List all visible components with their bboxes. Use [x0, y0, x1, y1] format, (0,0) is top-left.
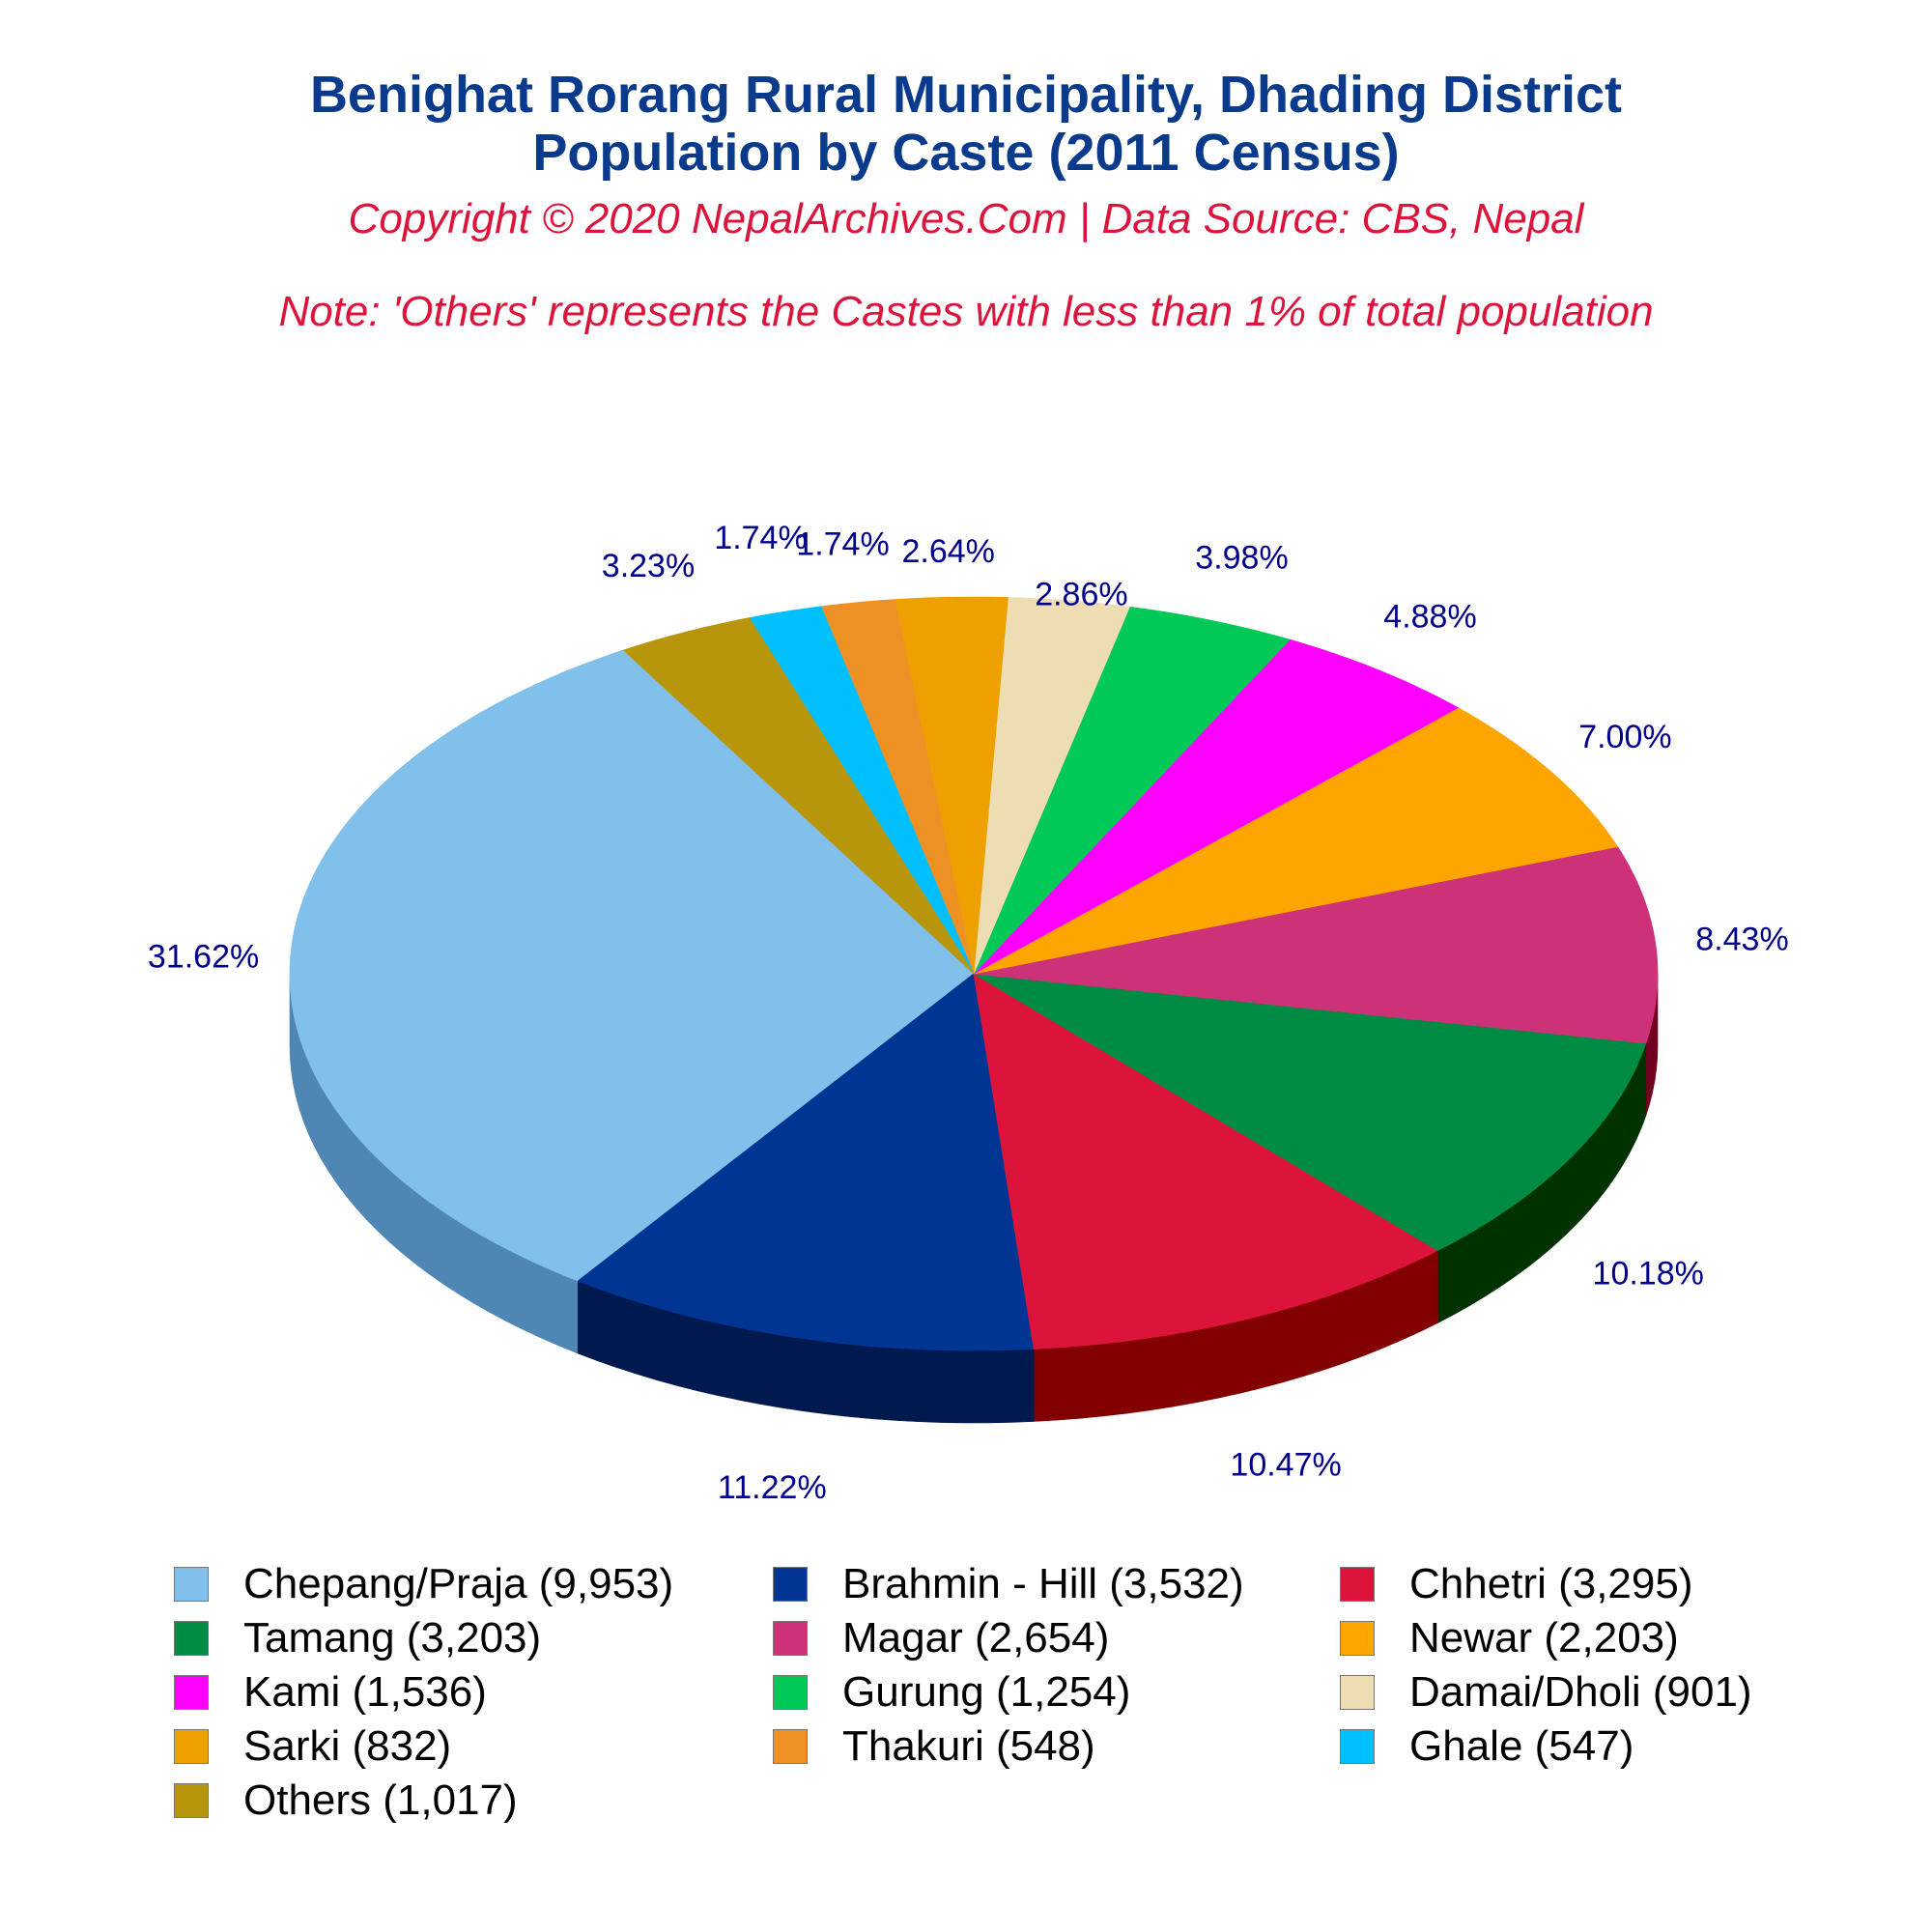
legend-item: Tamang (3,203) — [174, 1611, 541, 1665]
pie-slice-others — [622, 617, 975, 975]
pie-label-kami: 4.88% — [1383, 598, 1476, 635]
legend-item: Damai/Dholi (901) — [1340, 1665, 1752, 1719]
legend-label: Thakuri (548) — [842, 1722, 1095, 1770]
legend-item: Chhetri (3,295) — [1340, 1557, 1692, 1611]
legend-label: Sarki (832) — [243, 1722, 452, 1770]
legend-swatch — [174, 1621, 209, 1656]
legend-swatch — [1340, 1675, 1375, 1710]
pie-slice-damai-dholi — [973, 597, 1130, 975]
pie-slice-chhetri — [973, 973, 1439, 1350]
pie-label-gurung: 3.98% — [1195, 540, 1288, 577]
pie-slice-newar — [973, 707, 1619, 975]
pie-label-newar: 7.00% — [1578, 719, 1671, 755]
legend-item: Gurung (1,254) — [773, 1665, 1130, 1719]
legend-swatch — [773, 1567, 808, 1602]
legend-label: Newar (2,203) — [1409, 1614, 1679, 1662]
pie-slice-thakuri — [820, 599, 975, 975]
pie-label-chepang-praja: 31.62% — [148, 939, 259, 976]
pie-label-tamang: 10.18% — [1593, 1256, 1704, 1293]
legend-item: Newar (2,203) — [1340, 1611, 1679, 1665]
pie-slice-ghale — [748, 606, 975, 975]
note-text: Note: 'Others' represents the Castes wit… — [278, 288, 1654, 335]
chart-title-line1: Benighat Rorang Rural Municipality, Dhad… — [309, 66, 1623, 124]
legend-swatch — [773, 1729, 808, 1764]
pie-label-chhetri: 10.47% — [1230, 1447, 1341, 1484]
legend-label: Chhetri (3,295) — [1409, 1560, 1693, 1607]
legend-swatch — [1340, 1729, 1375, 1764]
chart-title-line2: Population by Caste (2011 Census) — [532, 124, 1400, 182]
copyright-text: Copyright © 2020 NepalArchives.Com | Dat… — [348, 195, 1584, 242]
legend-label: Tamang (3,203) — [243, 1614, 542, 1662]
legend-item: Kami (1,536) — [174, 1665, 487, 1719]
legend-label: Magar (2,654) — [842, 1614, 1110, 1662]
pie-label-brahmin-hill: 11.22% — [718, 1469, 827, 1506]
legend-item: Thakuri (548) — [773, 1719, 1095, 1774]
pie-label-ghale: 1.74% — [714, 520, 807, 556]
legend-label: Gurung (1,254) — [842, 1668, 1131, 1716]
pie-label-magar: 8.43% — [1695, 922, 1788, 958]
legend-item: Others (1,017) — [174, 1774, 518, 1828]
legend-label: Damai/Dholi (901) — [1409, 1668, 1752, 1716]
legend-label: Others (1,017) — [243, 1776, 518, 1824]
legend-swatch — [773, 1621, 808, 1656]
legend-item: Chepang/Praja (9,953) — [174, 1557, 673, 1611]
legend-label: Kami (1,536) — [243, 1668, 487, 1716]
legend-item: Ghale (547) — [1340, 1719, 1634, 1774]
pie-slice-brahmin-hill — [577, 973, 1035, 1351]
pie-label-thakuri: 1.74% — [796, 526, 889, 563]
legend-swatch — [174, 1567, 209, 1602]
legend-label: Brahmin - Hill (3,532) — [842, 1560, 1244, 1607]
pie-slice-magar — [973, 845, 1659, 1044]
pie-slice-sarki — [894, 596, 1009, 975]
pie-slice-chepang-praja — [289, 649, 975, 1282]
legend-swatch — [1340, 1567, 1375, 1602]
legend-item: Sarki (832) — [174, 1719, 451, 1774]
legend-item: Brahmin - Hill (3,532) — [773, 1557, 1244, 1611]
pie-chart: 31.62% 11.22% 10.47% 10.18% 8.43% 7.00% 4.88% 3… — [148, 520, 1789, 1506]
legend-swatch — [174, 1729, 209, 1764]
legend-swatch — [174, 1783, 209, 1818]
pie-label-damai-dholi: 2.86% — [1035, 577, 1127, 613]
legend-item: Magar (2,654) — [773, 1611, 1109, 1665]
pie-label-others: 3.23% — [602, 548, 695, 584]
legend-swatch — [773, 1675, 808, 1710]
pie-slice-kami — [973, 639, 1460, 975]
legend-label: Ghale (547) — [1409, 1722, 1634, 1770]
legend-swatch — [1340, 1621, 1375, 1656]
pie-label-sarki: 2.64% — [901, 533, 994, 570]
pie-slice-gurung — [973, 606, 1291, 975]
legend-label: Chepang/Praja (9,953) — [243, 1560, 674, 1607]
pie-slice-tamang — [973, 973, 1647, 1251]
legend-swatch — [174, 1675, 209, 1710]
